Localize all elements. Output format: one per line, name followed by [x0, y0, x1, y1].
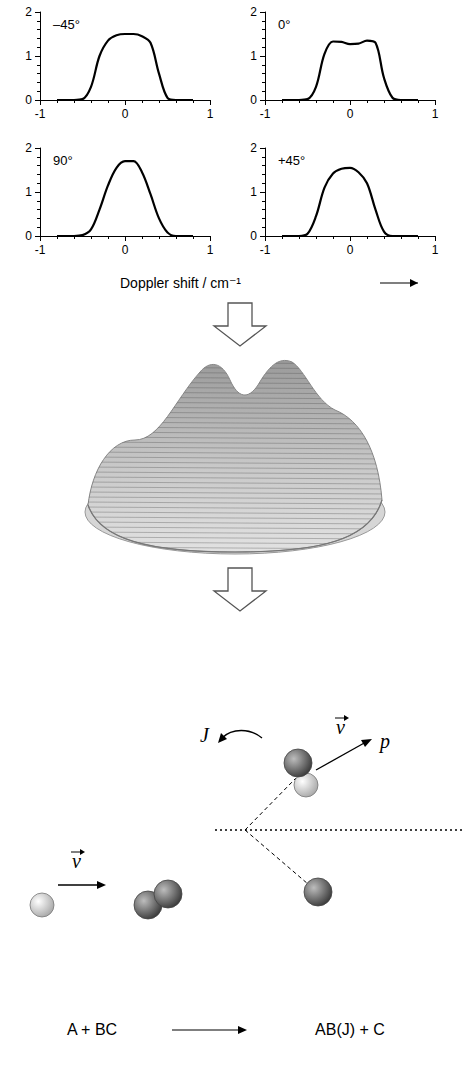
svg-text:-1: -1 [35, 243, 46, 257]
svg-text:+45°: +45° [278, 153, 305, 168]
svg-text:Doppler shift / cm⁻¹: Doppler shift / cm⁻¹ [120, 275, 241, 291]
svg-text:2: 2 [25, 5, 32, 19]
svg-text:AB(J) + C: AB(J) + C [315, 1021, 385, 1038]
svg-text:v: v [72, 850, 81, 872]
svg-text:0: 0 [250, 229, 257, 243]
svg-text:0: 0 [347, 243, 354, 257]
svg-text:2: 2 [250, 141, 257, 155]
svg-text:0: 0 [347, 107, 354, 121]
svg-text:2: 2 [25, 141, 32, 155]
svg-text:0: 0 [25, 229, 32, 243]
svg-text:-1: -1 [260, 243, 271, 257]
svg-text:-1: -1 [260, 107, 271, 121]
svg-text:0: 0 [122, 243, 129, 257]
svg-text:0: 0 [25, 93, 32, 107]
svg-text:-1: -1 [35, 107, 46, 121]
svg-text:v: v [336, 716, 345, 738]
svg-text:0°: 0° [278, 17, 290, 32]
svg-text:A + BC: A + BC [67, 1021, 117, 1038]
svg-text:0: 0 [122, 107, 129, 121]
svg-text:0: 0 [250, 93, 257, 107]
svg-text:p: p [378, 730, 390, 753]
svg-text:1: 1 [207, 243, 214, 257]
svg-text:1: 1 [207, 107, 214, 121]
svg-text:2: 2 [250, 5, 257, 19]
svg-text:1: 1 [25, 49, 32, 63]
svg-text:–45°: –45° [53, 17, 80, 32]
svg-text:1: 1 [432, 243, 439, 257]
svg-text:1: 1 [250, 49, 257, 63]
svg-text:1: 1 [250, 185, 257, 199]
svg-text:1: 1 [432, 107, 439, 121]
svg-text:1: 1 [25, 185, 32, 199]
svg-text:J: J [200, 724, 210, 746]
svg-text:90°: 90° [53, 153, 73, 168]
